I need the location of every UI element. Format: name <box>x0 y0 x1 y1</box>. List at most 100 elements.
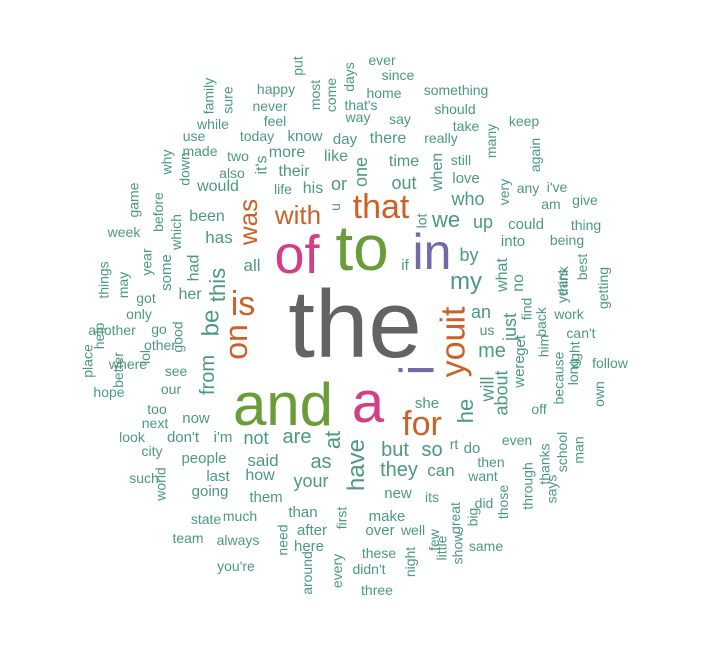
word-three: three <box>361 582 393 598</box>
word-going: going <box>191 482 229 500</box>
word-this: this <box>205 267 230 303</box>
word-game: game <box>126 182 142 218</box>
word-with: with <box>274 200 322 230</box>
word-would: would <box>197 178 239 195</box>
word-not: not <box>243 428 269 448</box>
word-was: was <box>233 198 263 246</box>
word-if: if <box>401 256 409 274</box>
word-state: state <box>190 511 222 527</box>
word-really: really <box>424 130 458 146</box>
word-still: still <box>450 152 472 168</box>
word-off: off <box>531 401 547 417</box>
word-than: than <box>288 503 318 521</box>
word-him: him <box>535 334 551 358</box>
word-up: up <box>472 212 494 232</box>
word-much: much <box>222 508 258 524</box>
word-no: no <box>509 274 527 292</box>
word-i'm: i'm <box>213 428 233 446</box>
word-right: right <box>566 341 583 369</box>
word-when: when <box>429 152 446 192</box>
word-before: before <box>149 192 166 232</box>
word-made: made <box>182 143 218 159</box>
word-last: last <box>206 467 230 485</box>
word-sure: sure <box>219 86 236 114</box>
word-work: work <box>554 306 584 322</box>
word-can: can <box>427 460 455 480</box>
word-how: how <box>245 467 275 484</box>
word-had: had <box>184 254 202 282</box>
word-don't: don't <box>166 428 200 446</box>
word-very: very <box>495 178 512 206</box>
word-and: and <box>232 371 334 438</box>
word-home: home <box>366 85 402 101</box>
word-place: place <box>80 344 96 378</box>
word-down: down <box>177 152 193 186</box>
word-family: family <box>200 77 216 115</box>
word-own: own <box>591 381 607 407</box>
word-he: he <box>452 398 478 424</box>
word-way: way <box>345 109 371 125</box>
word-some: some <box>157 253 175 291</box>
word-new: new <box>384 484 412 502</box>
word-days: days <box>340 62 357 92</box>
word-better: better <box>110 352 126 388</box>
word-out: out <box>391 173 417 193</box>
word-thing: thing <box>570 217 602 233</box>
word-since: since <box>381 67 415 83</box>
word-get: get <box>511 334 529 356</box>
word-so: so <box>421 439 443 461</box>
word-to: to <box>335 212 389 284</box>
word-on: on <box>218 324 254 360</box>
word-may: may <box>114 271 131 299</box>
word-got: got <box>136 290 156 306</box>
word-at: at <box>319 430 345 450</box>
word-of: of <box>274 225 320 285</box>
word-many: many <box>482 123 499 159</box>
word-that's: that's <box>344 97 378 113</box>
word-also: also <box>219 165 245 181</box>
word-things: things <box>95 261 112 299</box>
word-happy: happy <box>256 81 296 97</box>
word-year: year <box>138 248 155 276</box>
word-those: those <box>495 484 511 520</box>
word-his: his <box>302 180 324 197</box>
word-have: have <box>342 438 370 492</box>
word-too: too <box>147 401 167 417</box>
word-u: u <box>326 203 343 211</box>
word-her: her <box>178 286 202 303</box>
word-do: do <box>463 439 481 457</box>
word-all: all <box>243 255 261 275</box>
word-today: today <box>239 128 275 144</box>
word-them: them <box>249 488 283 506</box>
word-make: make <box>368 507 406 525</box>
word-any: any <box>516 180 540 196</box>
word-feel: feel <box>263 113 287 129</box>
word-over: over <box>365 521 395 539</box>
word-be: be <box>196 309 224 337</box>
word-into: into <box>500 232 526 250</box>
word-man: man <box>570 436 587 464</box>
word-week: week <box>107 224 141 240</box>
word-something: something <box>423 82 489 98</box>
word-could: could <box>508 215 544 233</box>
word-show: show <box>449 531 465 565</box>
word-time: time <box>388 153 420 170</box>
word-again: again <box>526 137 543 173</box>
word-say: say <box>389 111 411 127</box>
word-around: around <box>299 551 315 595</box>
word-after: after <box>296 521 327 539</box>
word-one: one <box>350 156 371 188</box>
word-like: like <box>323 148 348 165</box>
word-me: me <box>478 340 506 362</box>
word-take: take <box>452 118 480 134</box>
word-use: use <box>182 128 206 144</box>
word-but: but <box>381 439 409 461</box>
word-then: then <box>477 454 505 470</box>
word-us: us <box>479 322 495 338</box>
word-that: that <box>352 188 410 226</box>
word-you're: you're <box>217 558 255 574</box>
word-well: well <box>400 522 426 538</box>
word-by: by <box>459 245 479 265</box>
word-rt: rt <box>449 436 459 452</box>
